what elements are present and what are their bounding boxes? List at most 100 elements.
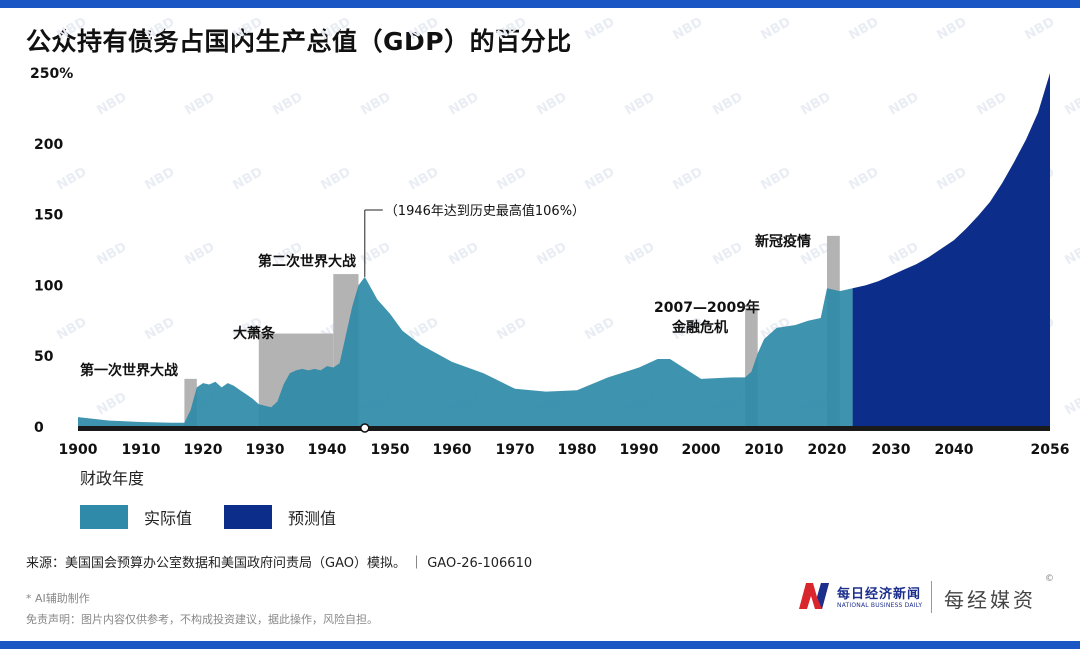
annotation-marker	[360, 423, 370, 433]
watermark-text: NBD	[55, 165, 90, 194]
watermark-text: NBD	[407, 165, 442, 194]
x-axis-line	[78, 426, 1050, 431]
watermark-text: NBD	[495, 15, 530, 44]
watermark-text: NBD	[1063, 90, 1080, 119]
x-tick-label: 2056	[1031, 442, 1070, 458]
period-label-3: 2007—2009年	[654, 299, 760, 316]
x-tick-label: 1920	[184, 442, 223, 458]
watermark-text: NBD	[671, 165, 706, 194]
watermark-text: NBD	[671, 15, 706, 44]
watermark-text: NBD	[183, 90, 218, 119]
period-label-0: 第一次世界大战	[80, 362, 178, 379]
registered-mark: ©	[1045, 574, 1054, 584]
y-tick-label: 200	[34, 137, 63, 153]
watermark-text: NBD	[847, 165, 882, 194]
watermark-text: NBD	[623, 240, 658, 269]
watermark-text: NBD	[535, 90, 570, 119]
period-label-3: 金融危机	[671, 319, 728, 336]
watermark-text: NBD	[887, 240, 922, 269]
watermark-text: NBD	[1023, 15, 1058, 44]
watermark-text: NBD	[887, 90, 922, 119]
legend-projected-swatch	[224, 505, 272, 529]
watermark-text: NBD	[583, 15, 618, 44]
x-tick-label: 1940	[308, 442, 347, 458]
watermark-text: NBD	[447, 90, 482, 119]
watermark-text: NBD	[183, 240, 218, 269]
watermark-text: NBD	[271, 90, 306, 119]
x-tick-label: 2020	[808, 442, 847, 458]
y-tick-label: 0	[34, 420, 44, 436]
x-tick-label: 1980	[558, 442, 597, 458]
x-axis-title: 财政年度	[80, 469, 145, 488]
watermark-text: NBD	[759, 15, 794, 44]
x-tick-label: 1930	[246, 442, 285, 458]
disclaimer: 免责声明：图片内容仅供参考，不构成投资建议，据此操作，风险自担。	[26, 613, 378, 626]
watermark-text: NBD	[319, 15, 354, 44]
watermark-text: NBD	[535, 240, 570, 269]
watermark-text: NBD	[583, 165, 618, 194]
watermark-text: NBD	[95, 240, 130, 269]
brand-second: 每经媒资	[944, 588, 1036, 612]
y-tick-label: 100	[34, 278, 63, 294]
watermark-text: NBD	[143, 15, 178, 44]
legend-actual-swatch	[80, 505, 128, 529]
watermark-text: NBD	[1063, 240, 1080, 269]
source-note: 来源：美国国会预算办公室数据和美国政府问责局（GAO）模拟。 ｜ GAO-26-…	[26, 556, 533, 571]
watermark-text: NBD	[319, 165, 354, 194]
watermark-text: NBD	[583, 315, 618, 344]
series-area-0	[78, 276, 853, 427]
watermark-text: NBD	[143, 315, 178, 344]
watermark-text: NBD	[1063, 390, 1080, 419]
x-tick-label: 2010	[745, 442, 784, 458]
watermark-text: NBD	[935, 165, 970, 194]
watermark-text: NBD	[143, 165, 178, 194]
ai-note: * AI辅助制作	[26, 592, 90, 605]
x-tick-label: 2040	[935, 442, 974, 458]
x-tick-label: 1900	[59, 442, 98, 458]
watermark-text: NBD	[95, 390, 130, 419]
y-tick-label: 150	[34, 208, 63, 224]
watermark-text: NBD	[231, 15, 266, 44]
period-label-4: 新冠疫情	[755, 233, 811, 250]
watermark-text: NBD	[799, 90, 834, 119]
brand-en: NATIONAL BUSINESS DAILY	[837, 602, 923, 609]
watermark-text: NBD	[623, 90, 658, 119]
y-tick-label: 50	[34, 349, 54, 365]
legend-projected: 预测值	[224, 505, 336, 529]
watermark-text: NBD	[359, 240, 394, 269]
watermark-text: NBD	[975, 90, 1010, 119]
period-label-2: 第二次世界大战	[258, 253, 356, 270]
series-area-1	[852, 73, 1050, 427]
watermark-text: NBD	[407, 15, 442, 44]
watermark-text: NBD	[495, 315, 530, 344]
watermark-text: NBD	[359, 90, 394, 119]
logo-divider	[931, 581, 932, 613]
watermark-text: NBD	[231, 165, 266, 194]
x-tick-label: 1910	[122, 442, 161, 458]
x-tick-label: 2030	[872, 442, 911, 458]
gdp-debt-chart: NBD NBD NBD NBD NBD NBD NBD NBD NBD NBD NBD NBD NBD N…	[30, 15, 1080, 458]
watermark-text: NBD	[55, 15, 90, 44]
watermark-text: NBD	[935, 15, 970, 44]
brand-cn: 每日经济新闻	[837, 587, 922, 602]
watermark-text: NBD	[495, 165, 530, 194]
watermark-text: NBD	[847, 15, 882, 44]
y-tick-label: 250%	[30, 66, 73, 82]
x-tick-label: 2000	[682, 442, 721, 458]
legend-actual: 实际值	[80, 505, 192, 529]
watermark-text: NBD	[95, 90, 130, 119]
nbd-logo: 每日经济新闻 NATIONAL BUSINESS DAILY	[797, 578, 922, 614]
x-tick-label: 1990	[620, 442, 659, 458]
top-accent-bar	[0, 0, 1080, 8]
chart-title: 公众持有债务占国内生产总值（GDP）的百分比	[26, 27, 572, 56]
nbd-logo-icon	[799, 583, 829, 609]
watermark-text: NBD	[711, 240, 746, 269]
period-label-1: 大萧条	[233, 325, 276, 342]
annotation-label: （1946年达到历史最高值106%）	[385, 203, 585, 219]
x-tick-label: 1950	[371, 442, 410, 458]
watermark-text: NBD	[711, 90, 746, 119]
x-tick-label: 1970	[496, 442, 535, 458]
watermark-text: NBD	[55, 315, 90, 344]
watermark-text: NBD	[759, 165, 794, 194]
legend-actual-label: 实际值	[144, 509, 193, 528]
